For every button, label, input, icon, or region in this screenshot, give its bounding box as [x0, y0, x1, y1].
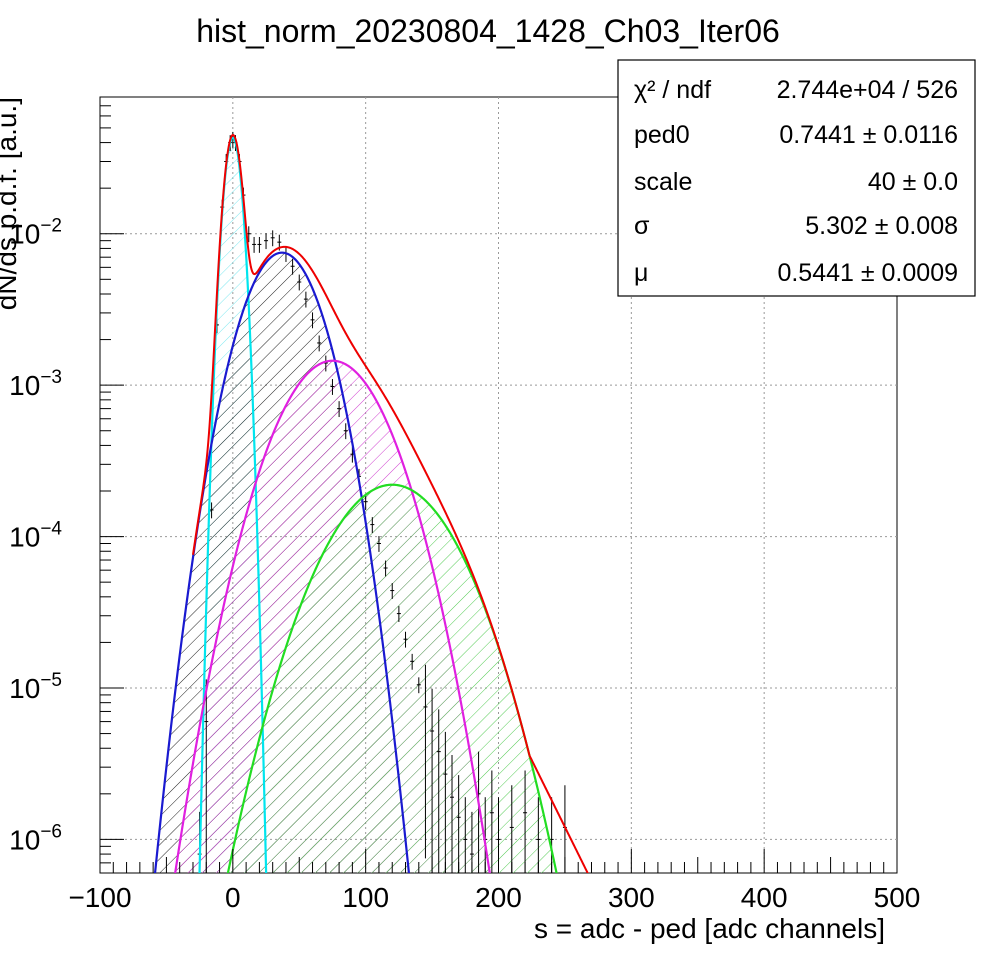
x-axis-label: s = adc - ped [adc channels] — [534, 913, 885, 944]
stat-value-mu: 0.5441 ± 0.0009 — [777, 259, 958, 287]
x-tick-label: 400 — [741, 882, 788, 913]
stat-name-sigma: σ — [634, 212, 650, 240]
x-tick-label: 500 — [874, 882, 921, 913]
stat-value-sigma: 5.302 ± 0.008 — [805, 212, 958, 240]
x-tick-label: 200 — [475, 882, 522, 913]
x-tick-label: 100 — [342, 882, 389, 913]
x-tick-label: 300 — [608, 882, 655, 913]
fit-curves — [153, 133, 589, 873]
stat-value-chi2: 2.744e+04 / 526 — [777, 76, 958, 104]
stat-name-chi2: χ² / ndf — [634, 76, 711, 104]
stat-value-scale: 40 ± 0.0 — [868, 168, 958, 196]
y-tick-label: 10−2 — [9, 216, 62, 250]
stat-value-ped0: 0.7441 ± 0.0116 — [779, 121, 958, 149]
x-tick-label: 0 — [225, 882, 241, 913]
stats-box-frame — [617, 59, 976, 297]
stat-name-mu: μ — [634, 259, 648, 287]
chart-title: hist_norm_20230804_1428_Ch03_Iter06 — [196, 13, 780, 49]
y-axis-label: dN/ds p.d.f. [a.u.] — [0, 97, 22, 310]
stat-name-scale: scale — [634, 168, 692, 196]
total-fit-curve — [191, 133, 589, 873]
stat-name-ped0: ped0 — [634, 121, 690, 149]
fit-stats-box: χ² / ndf 2.744e+04 / 526 ped0 0.7441 ± 0… — [617, 59, 976, 297]
component-curve-pe2 — [174, 359, 491, 873]
axis-ticks — [99, 96, 898, 874]
x-tick-label: −100 — [68, 882, 131, 913]
x-tick-labels: −100 0 100 200 300 400 500 — [68, 882, 920, 913]
y-tick-label: 10−5 — [9, 670, 62, 704]
y-tick-label: 10−6 — [9, 821, 62, 855]
y-tick-labels: 10−6 10−5 10−4 10−3 10−2 — [9, 216, 62, 856]
y-tick-label: 10−4 — [9, 519, 62, 553]
y-tick-label: 10−3 — [9, 367, 62, 401]
